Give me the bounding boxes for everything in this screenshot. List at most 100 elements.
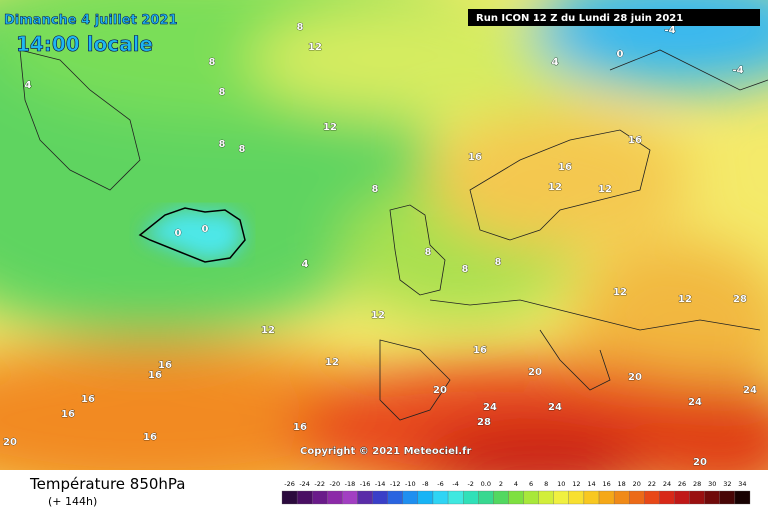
colorbar-label: -18 bbox=[345, 480, 356, 488]
contour-label: 24 bbox=[688, 397, 702, 408]
colorbar-label: -26 bbox=[284, 480, 295, 488]
colorbar-label: 32 bbox=[723, 480, 731, 488]
contour-label: 8 bbox=[209, 57, 216, 68]
colorbar-label: -22 bbox=[314, 480, 325, 488]
color-swatch bbox=[659, 490, 675, 505]
contour-label: 16 bbox=[293, 422, 307, 433]
color-swatch bbox=[478, 490, 494, 505]
color-swatch bbox=[372, 490, 388, 505]
colorbar-label: 28 bbox=[693, 480, 701, 488]
color-swatch bbox=[312, 490, 328, 505]
contour-label: 16 bbox=[143, 432, 157, 443]
contour-label: 20 bbox=[628, 372, 642, 383]
run-label: Run ICON 12 Z du Lundi 28 juin 2021 bbox=[476, 13, 683, 24]
colorbar-label: -8 bbox=[422, 480, 428, 488]
colorbar-label: -20 bbox=[330, 480, 341, 488]
color-swatch bbox=[613, 490, 630, 505]
contour-label: 12 bbox=[325, 357, 339, 368]
contour-label: -4 bbox=[664, 25, 675, 36]
time-label: 14:00 locale bbox=[16, 32, 153, 56]
contour-label: 8 bbox=[462, 264, 469, 275]
color-swatch bbox=[463, 490, 479, 505]
color-swatch bbox=[734, 490, 751, 505]
colorbar-label: -16 bbox=[360, 480, 371, 488]
color-swatch bbox=[523, 490, 539, 505]
color-swatch bbox=[583, 490, 600, 505]
contour-label: 12 bbox=[613, 287, 627, 298]
contour-label: 12 bbox=[371, 310, 385, 321]
contour-label: 20 bbox=[528, 367, 542, 378]
color-swatch bbox=[644, 490, 660, 505]
temperature-field bbox=[0, 0, 768, 470]
colorbar-label: 30 bbox=[708, 480, 716, 488]
contour-label: 8 bbox=[219, 87, 226, 98]
color-swatch bbox=[598, 490, 615, 505]
colorbar-label: -10 bbox=[405, 480, 416, 488]
colorbar-label: 4 bbox=[514, 480, 518, 488]
contour-label: 8 bbox=[372, 184, 379, 195]
colorbar-label: 20 bbox=[633, 480, 641, 488]
color-swatch bbox=[432, 490, 449, 505]
color-swatch bbox=[327, 490, 343, 505]
copyright: Copyright © 2021 Meteociel.fr bbox=[300, 446, 471, 457]
coastlines bbox=[19, 49, 768, 421]
contour-label: 16 bbox=[468, 152, 482, 163]
color-swatch bbox=[568, 490, 585, 505]
contour-label: -4 bbox=[732, 65, 743, 76]
contour-label: 0 bbox=[202, 224, 209, 235]
colorbar-label: 10 bbox=[557, 480, 565, 488]
colorbar-label: 26 bbox=[678, 480, 686, 488]
color-swatch bbox=[281, 490, 298, 505]
colorbar-label: 12 bbox=[572, 480, 580, 488]
contour-label: 16 bbox=[61, 409, 75, 420]
contour-label: 16 bbox=[148, 370, 162, 381]
colorbar-label: -12 bbox=[390, 480, 401, 488]
contour-label: 16 bbox=[628, 135, 642, 146]
colorbar: -26 -24 -22 -20 -18 -16 -14 -12 -10 -8 -6 -4 -2 0.0 2 4… bbox=[281, 480, 751, 505]
color-swatch bbox=[402, 490, 419, 505]
colorbar-label: 34 bbox=[738, 480, 746, 488]
color-swatch bbox=[357, 490, 373, 505]
color-swatch bbox=[447, 490, 464, 505]
color-swatch bbox=[719, 490, 736, 505]
contour-label: 20 bbox=[433, 385, 447, 396]
color-swatch bbox=[296, 490, 313, 505]
colorbar-label: 22 bbox=[648, 480, 656, 488]
colorbar-label: -6 bbox=[437, 480, 443, 488]
colorbar-label: 18 bbox=[618, 480, 626, 488]
contour-label: 8 bbox=[239, 144, 246, 155]
contour-label: 16 bbox=[558, 162, 572, 173]
date-label: Dimanche 4 juillet 2021 bbox=[4, 13, 178, 28]
contour-label: 12 bbox=[678, 294, 692, 305]
contour-label: 24 bbox=[743, 385, 757, 396]
contour-label: 16 bbox=[81, 394, 95, 405]
contour-label: 24 bbox=[483, 402, 497, 413]
contour-label: 8 bbox=[495, 257, 502, 268]
colorbar-label: 0.0 bbox=[481, 480, 491, 488]
color-swatch bbox=[508, 490, 524, 505]
contour-label: 12 bbox=[308, 42, 322, 53]
run-box bbox=[468, 9, 760, 26]
colorbar-label: 6 bbox=[529, 480, 533, 488]
colorbar-label: -2 bbox=[467, 480, 473, 488]
color-swatch bbox=[417, 490, 434, 505]
contour-label: 8 bbox=[425, 247, 432, 258]
contour-label: 8 bbox=[297, 22, 304, 33]
contour-label: 8 bbox=[219, 139, 226, 150]
color-swatch bbox=[553, 490, 569, 505]
color-swatch bbox=[674, 490, 690, 505]
contour-label: 16 bbox=[158, 360, 172, 371]
colorbar-label: -4 bbox=[452, 480, 458, 488]
legend-title: Température 850hPa bbox=[29, 475, 186, 493]
colorbar-label: 8 bbox=[544, 480, 548, 488]
colorbar-label: -24 bbox=[299, 480, 310, 488]
color-swatch bbox=[689, 490, 705, 505]
contour-label: 28 bbox=[733, 294, 747, 305]
color-swatch bbox=[704, 490, 720, 505]
color-swatch bbox=[342, 490, 358, 505]
contour-label: 12 bbox=[323, 122, 337, 133]
contour-label: 4 bbox=[25, 80, 32, 91]
colorbar-label: -14 bbox=[375, 480, 386, 488]
contour-label: 20 bbox=[693, 457, 707, 468]
